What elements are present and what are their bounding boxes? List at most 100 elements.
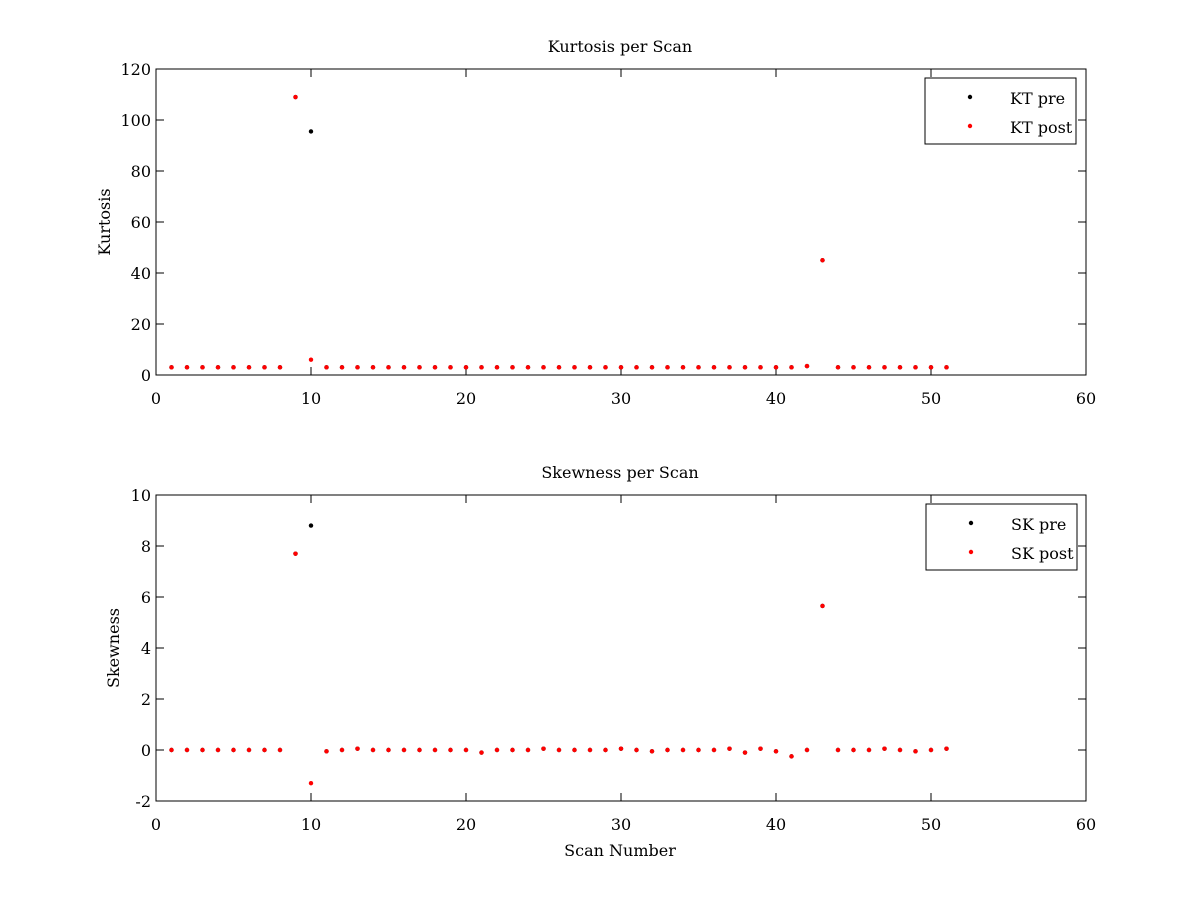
kurtosis-point-kt-post bbox=[308, 357, 314, 362]
skewness-point-sk-post bbox=[246, 747, 252, 753]
skewness-point-sk-post bbox=[572, 747, 577, 753]
kurtosis-point-kt-post bbox=[401, 365, 407, 370]
skewness-point-sk-post bbox=[277, 747, 283, 753]
skewness-xtick-label: 40 bbox=[766, 815, 786, 834]
kurtosis-ytick-label: 40 bbox=[131, 264, 151, 283]
kurtosis-xtick-label: 40 bbox=[766, 389, 786, 408]
skewness-point-sk-post bbox=[680, 747, 686, 753]
kurtosis-point-kt-post bbox=[324, 365, 329, 370]
kurtosis-point-kt-post bbox=[665, 365, 670, 370]
kurtosis-point-kt-post bbox=[897, 365, 903, 370]
skewness-point-sk-post bbox=[200, 747, 205, 753]
skewness-point-sk-post bbox=[324, 749, 329, 754]
skewness-point-sk-post bbox=[541, 746, 546, 751]
kurtosis-legend: KT pre KT post bbox=[924, 77, 1077, 145]
kurtosis-point-kt-post bbox=[711, 365, 717, 370]
skewness-point-sk-post bbox=[370, 747, 376, 753]
kurtosis-point-kt-post bbox=[928, 365, 934, 370]
skewness-point-sk-post bbox=[587, 747, 593, 753]
skewness-point-sk-post bbox=[401, 747, 407, 753]
skewness-point-sk-post bbox=[525, 747, 531, 753]
kurtosis-point-kt-post bbox=[603, 365, 608, 370]
skewness-point-sk-post bbox=[618, 746, 624, 751]
kurtosis-ytick-label: 60 bbox=[131, 213, 151, 232]
skewness-point-sk-post bbox=[308, 780, 314, 786]
skewness-legend: SK pre SK post bbox=[925, 503, 1078, 571]
skewness-xtick-label: 30 bbox=[611, 815, 631, 834]
skewness-point-sk-post bbox=[556, 747, 562, 753]
skewness-point-sk-post bbox=[882, 746, 887, 751]
skewness-point-sk-post bbox=[417, 747, 422, 753]
kurtosis-xtick-label: 50 bbox=[921, 389, 941, 408]
skewness-point-sk-post bbox=[169, 747, 174, 753]
skewness-point-sk-post bbox=[913, 749, 918, 754]
kurtosis-point-kt-post bbox=[572, 365, 577, 370]
skewness-xtick-label: 10 bbox=[301, 815, 321, 834]
kurtosis-point-kt-post bbox=[618, 365, 624, 370]
kurtosis-point-kt-post bbox=[463, 365, 469, 370]
skewness-ylabel: Skewness bbox=[104, 608, 123, 688]
kurtosis-xtick-label: 0 bbox=[151, 389, 161, 408]
skewness-point-sk-post bbox=[696, 747, 701, 753]
skewness-point-sk-post bbox=[649, 749, 655, 754]
skewness-point-sk-post bbox=[851, 747, 856, 753]
kurtosis-point-kt-post bbox=[649, 365, 655, 370]
skewness-point-sk-post bbox=[711, 747, 717, 753]
kurtosis-xtick-label: 60 bbox=[1076, 389, 1096, 408]
kurtosis-point-kt-post bbox=[556, 365, 562, 370]
kurtosis-point-kt-post bbox=[835, 365, 841, 370]
skewness-point-sk-post bbox=[820, 603, 825, 609]
skewness-legend-box bbox=[925, 503, 1078, 571]
skewness-point-sk-post bbox=[634, 747, 639, 753]
skewness-plot: Skewness per Scan Skewness Scan Number 0… bbox=[104, 463, 1096, 860]
skewness-title: Skewness per Scan bbox=[541, 463, 698, 482]
skewness-ytick-label: -2 bbox=[135, 792, 151, 811]
kurtosis-point-kt-post bbox=[773, 365, 779, 370]
kurtosis-point-kt-post bbox=[386, 365, 391, 370]
kurtosis-point-kt-post bbox=[432, 365, 438, 370]
kurtosis-point-kt-post bbox=[448, 365, 453, 370]
skewness-point-sk-post bbox=[339, 747, 345, 753]
kurtosis-point-kt-post bbox=[820, 258, 825, 263]
kurtosis-ticks: 0 10 20 30 40 50 60 0 20 40 60 80 100 120 bbox=[120, 60, 1096, 408]
kurtosis-point-kt-post bbox=[339, 365, 345, 370]
skewness-legend-marker bbox=[968, 549, 974, 555]
kurtosis-xtick-label: 20 bbox=[456, 389, 476, 408]
kurtosis-point-kt-post bbox=[277, 365, 283, 370]
skewness-ytick-label: 0 bbox=[141, 741, 151, 760]
kurtosis-point-kt-post bbox=[184, 365, 190, 370]
kurtosis-xtick-label: 10 bbox=[301, 389, 321, 408]
kurtosis-point-kt-post bbox=[587, 365, 593, 370]
skewness-ytick-label: 8 bbox=[141, 537, 151, 556]
skewness-point-sk-post bbox=[510, 747, 515, 753]
kurtosis-legend-label: KT post bbox=[1010, 118, 1073, 137]
kurtosis-point-kt-post bbox=[494, 365, 500, 370]
kurtosis-point-kt-post bbox=[169, 365, 174, 370]
skewness-axes-frame bbox=[155, 494, 1087, 802]
kurtosis-point-kt-post bbox=[525, 365, 531, 370]
kurtosis-xtick-label: 30 bbox=[611, 389, 631, 408]
kurtosis-point-kt-post bbox=[479, 365, 484, 370]
kurtosis-point-kt-post bbox=[727, 365, 732, 370]
kurtosis-point-kt-post bbox=[851, 365, 856, 370]
skewness-point-sk-post bbox=[293, 551, 298, 556]
skewness-xlabel: Scan Number bbox=[564, 841, 676, 860]
skewness-point-sk-post bbox=[773, 749, 779, 754]
kurtosis-point-kt-post bbox=[913, 365, 918, 370]
kurtosis-point-kt-post bbox=[882, 365, 887, 370]
skewness-legend-label: SK post bbox=[1011, 544, 1074, 563]
kurtosis-point-kt-post bbox=[634, 365, 639, 370]
skewness-point-sk-post bbox=[897, 747, 903, 753]
kurtosis-point-kt-post bbox=[680, 365, 686, 370]
kurtosis-point-kt-post bbox=[696, 365, 701, 370]
skewness-legend-label: SK pre bbox=[1011, 515, 1066, 534]
kurtosis-point-kt-post bbox=[293, 94, 298, 100]
kurtosis-point-kt-post bbox=[215, 365, 221, 370]
kurtosis-point-kt-post bbox=[758, 365, 763, 370]
kurtosis-title: Kurtosis per Scan bbox=[548, 37, 692, 56]
skewness-point-sk-post bbox=[494, 747, 500, 753]
skewness-xtick-label: 50 bbox=[921, 815, 941, 834]
skewness-xtick-label: 20 bbox=[456, 815, 476, 834]
